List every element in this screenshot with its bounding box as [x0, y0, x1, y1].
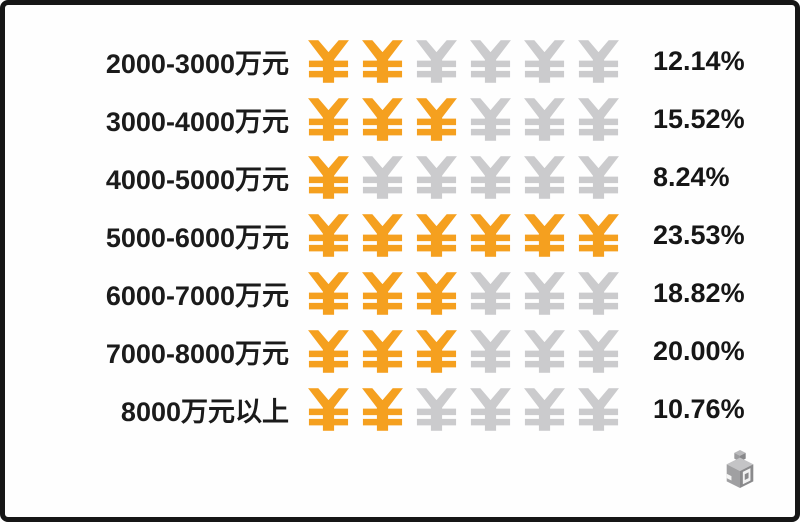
cube-logo-watermark [721, 449, 759, 491]
category-label: 2000-3000万元 [105, 48, 289, 79]
yen-icon-filled [308, 98, 349, 141]
yen-icon-filled [416, 330, 457, 373]
yen-icon-empty [578, 40, 619, 83]
yen-icon-empty [416, 388, 457, 431]
yen-icon-filled [308, 272, 349, 315]
yen-icon-empty [416, 40, 457, 83]
category-label: 8000万元以上 [120, 396, 289, 427]
yen-icon-empty [578, 98, 619, 141]
pictogram-row: 6000-7000万元 18.82% [49, 264, 765, 322]
yen-icon-track [308, 214, 632, 257]
yen-icon-empty [416, 156, 457, 199]
yen-icon-filled [362, 40, 403, 83]
yen-icon-filled [416, 98, 457, 141]
yen-icon-empty [470, 156, 511, 199]
percent-label: 23.53% [653, 219, 745, 250]
category-label: 5000-6000万元 [105, 222, 289, 253]
pictogram-row: 5000-6000万元 23.53% [49, 206, 765, 264]
yen-icon-empty [470, 388, 511, 431]
yen-icon-filled [362, 272, 403, 315]
yen-icon-track [308, 388, 632, 431]
yen-icon-empty [578, 156, 619, 199]
percent-label: 12.14% [653, 45, 745, 76]
percent-label: 8.24% [653, 161, 730, 192]
yen-icon-filled [308, 40, 349, 83]
yen-icon-filled [308, 156, 349, 199]
yen-icon-filled [578, 214, 619, 257]
pictogram-row: 2000-3000万元 12.14% [49, 32, 765, 90]
pictogram-row: 4000-5000万元 8.24% [49, 148, 765, 206]
yen-icon-empty [470, 272, 511, 315]
yen-icon-empty [524, 330, 565, 373]
category-label: 4000-5000万元 [105, 164, 289, 195]
yen-icon-track [308, 156, 632, 199]
pictogram-chart: 2000-3000万元 12.14% 3000-4000万元 15.52% 4000-5… [49, 32, 765, 438]
yen-icon-empty [362, 156, 403, 199]
yen-icon-empty [524, 388, 565, 431]
yen-icon-track [308, 40, 632, 83]
yen-icon-empty [524, 272, 565, 315]
yen-icon-empty [524, 40, 565, 83]
yen-icon-filled [362, 98, 403, 141]
yen-icon-filled [470, 214, 511, 257]
yen-icon-empty [470, 98, 511, 141]
yen-icon-empty [578, 388, 619, 431]
yen-icon-filled [362, 330, 403, 373]
percent-label: 18.82% [653, 277, 745, 308]
percent-label: 10.76% [653, 393, 745, 424]
yen-icon-filled [308, 330, 349, 373]
yen-icon-filled [362, 214, 403, 257]
percent-label: 15.52% [653, 103, 745, 134]
category-label: 7000-8000万元 [105, 338, 289, 369]
cube-icon [726, 450, 754, 489]
yen-icon-filled [524, 214, 565, 257]
yen-icon-empty [470, 330, 511, 373]
yen-icon-empty [524, 156, 565, 199]
yen-icon-empty [578, 330, 619, 373]
yen-icon-filled [416, 214, 457, 257]
yen-icon-empty [524, 98, 565, 141]
pictogram-row: 7000-8000万元 20.00% [49, 322, 765, 380]
pictogram-row: 3000-4000万元 15.52% [49, 90, 765, 148]
yen-icon-filled [308, 214, 349, 257]
yen-icon-filled [416, 272, 457, 315]
yen-icon-empty [578, 272, 619, 315]
yen-icon-track [308, 98, 632, 141]
percent-label: 20.00% [653, 335, 745, 366]
pictogram-row: 8000万元以上 10.76% [49, 380, 765, 438]
category-label: 6000-7000万元 [105, 280, 289, 311]
yen-icon-track [308, 272, 632, 315]
yen-icon-filled [308, 388, 349, 431]
yen-icon-filled [362, 388, 403, 431]
yen-icon-track [308, 330, 632, 373]
yen-icon-empty [470, 40, 511, 83]
category-label: 3000-4000万元 [105, 106, 289, 137]
